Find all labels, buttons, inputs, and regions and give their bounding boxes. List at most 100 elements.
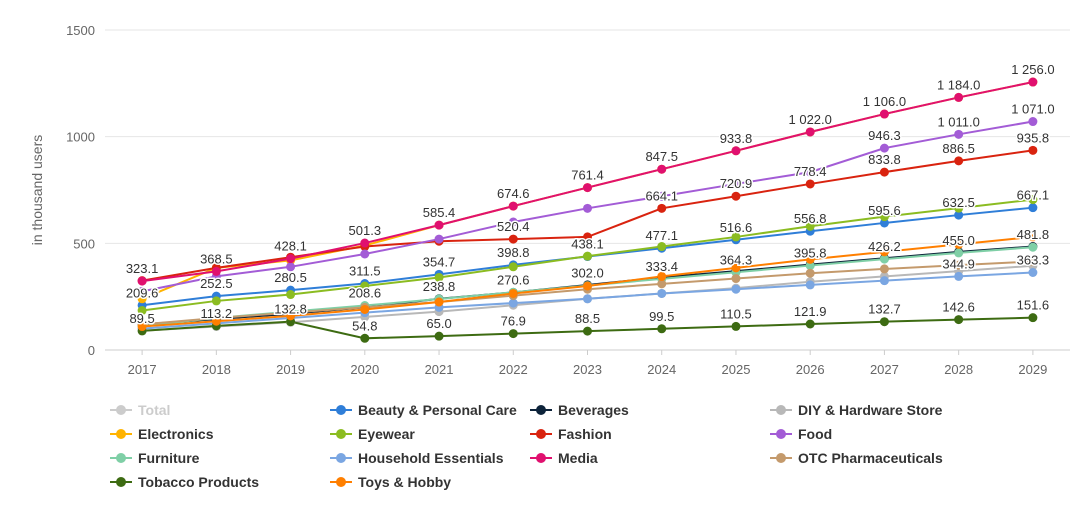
data-point-media[interactable] [657,164,667,174]
legend-item-diy-hardware-store[interactable]: DIY & Hardware Store [770,399,942,421]
legend-item-beauty-personal-care[interactable]: Beauty & Personal Care [330,399,517,421]
data-point-otc-pharmaceuticals[interactable] [954,260,964,270]
data-point-beauty-personal-care[interactable] [1028,203,1038,213]
data-point-household-essentials[interactable] [583,294,592,304]
data-point-eyewear[interactable] [137,306,147,316]
data-point-toys-hobby[interactable] [583,281,592,291]
legend-item-otc-pharmaceuticals[interactable]: OTC Pharmaceuticals [770,447,943,469]
legend-item-household-essentials[interactable]: Household Essentials [330,447,503,469]
data-point-media[interactable] [954,92,964,102]
data-point-media[interactable] [137,276,147,286]
data-point-toys-hobby[interactable] [657,271,667,281]
data-point-tobacco-products[interactable] [954,315,964,325]
data-point-media[interactable] [211,266,221,276]
data-point-fashion[interactable] [508,234,518,244]
data-point-household-essentials[interactable] [954,271,964,281]
data-point-tobacco-products[interactable] [1028,313,1038,323]
data-point-eyewear[interactable] [360,281,370,291]
data-point-furniture[interactable] [1028,242,1038,252]
data-point-fashion[interactable] [879,167,889,177]
data-point-tobacco-products[interactable] [805,319,815,329]
data-point-toys-hobby[interactable] [508,288,518,298]
data-point-toys-hobby[interactable] [360,304,370,314]
data-point-tobacco-products[interactable] [731,321,741,331]
data-point-fashion[interactable] [954,156,964,166]
data-point-media[interactable] [805,127,815,137]
data-point-otc-pharmaceuticals[interactable] [879,264,889,274]
data-point-toys-hobby[interactable] [211,316,221,326]
data-point-media[interactable] [508,201,518,211]
data-point-beauty-personal-care[interactable] [879,218,889,228]
data-point-household-essentials[interactable] [508,298,518,308]
data-point-media[interactable] [879,109,889,119]
data-point-fashion[interactable] [583,232,592,242]
data-point-tobacco-products[interactable] [508,329,518,339]
data-point-fashion[interactable] [1028,145,1038,155]
data-point-otc-pharmaceuticals[interactable] [1028,256,1038,266]
legend-item-total[interactable]: Total [110,399,170,421]
legend-item-furniture[interactable]: Furniture [110,447,199,469]
data-point-tobacco-products[interactable] [360,333,370,343]
data-point-fashion[interactable] [731,191,741,201]
data-point-eyewear[interactable] [286,290,296,300]
data-point-tobacco-products[interactable] [879,317,889,327]
data-point-beauty-personal-care[interactable] [954,210,964,220]
data-point-media[interactable] [286,254,296,264]
data-point-eyewear[interactable] [508,262,518,272]
data-point-food[interactable] [583,203,592,213]
data-point-household-essentials[interactable] [879,276,889,286]
data-point-tobacco-products[interactable] [583,326,592,336]
data-point-furniture[interactable] [954,248,964,258]
legend-item-beverages[interactable]: Beverages [530,399,629,421]
data-point-toys-hobby[interactable] [286,311,296,321]
data-point-media[interactable] [731,146,741,156]
legend-item-tobacco-products[interactable]: Tobacco Products [110,471,259,493]
data-point-toys-hobby[interactable] [137,322,147,332]
data-point-furniture[interactable] [879,254,889,264]
data-point-tobacco-products[interactable] [434,331,444,341]
legend-item-media[interactable]: Media [530,447,598,469]
data-point-food[interactable] [137,286,147,296]
data-point-furniture[interactable] [805,261,815,271]
data-point-toys-hobby[interactable] [954,239,964,249]
data-point-otc-pharmaceuticals[interactable] [657,279,667,289]
data-point-household-essentials[interactable] [731,284,741,294]
data-point-food[interactable] [657,191,667,201]
legend-item-eyewear[interactable]: Eyewear [330,423,415,445]
data-point-otc-pharmaceuticals[interactable] [805,268,815,278]
data-point-media[interactable] [360,238,370,248]
data-point-toys-hobby[interactable] [731,263,741,273]
legend-item-food[interactable]: Food [770,423,832,445]
data-point-fashion[interactable] [657,203,667,213]
data-point-eyewear[interactable] [1028,195,1038,205]
data-point-food[interactable] [805,167,815,177]
data-point-food[interactable] [508,217,518,227]
data-point-media[interactable] [583,183,592,193]
data-point-media[interactable] [1028,77,1038,87]
data-point-eyewear[interactable] [211,296,221,306]
data-point-food[interactable] [879,143,889,153]
data-point-toys-hobby[interactable] [879,247,889,257]
data-point-household-essentials[interactable] [805,280,815,290]
legend-item-electronics[interactable]: Electronics [110,423,213,445]
data-point-eyewear[interactable] [434,272,444,282]
data-point-household-essentials[interactable] [1028,267,1038,277]
data-point-toys-hobby[interactable] [434,297,444,307]
data-point-media[interactable] [434,220,444,230]
data-point-toys-hobby[interactable] [805,254,815,264]
data-point-eyewear[interactable] [805,221,815,231]
data-point-household-essentials[interactable] [657,288,667,298]
data-point-tobacco-products[interactable] [657,324,667,334]
data-point-eyewear[interactable] [731,232,741,242]
data-point-eyewear[interactable] [583,251,592,261]
data-point-eyewear[interactable] [879,212,889,222]
data-point-food[interactable] [434,234,444,244]
legend-item-toys-hobby[interactable]: Toys & Hobby [330,471,451,493]
data-point-electronics[interactable] [137,294,147,304]
data-point-food[interactable] [286,262,296,272]
data-point-eyewear[interactable] [954,203,964,213]
data-point-fashion[interactable] [805,179,815,189]
data-point-otc-pharmaceuticals[interactable] [731,274,741,284]
data-point-food[interactable] [731,179,741,189]
legend-item-fashion[interactable]: Fashion [530,423,612,445]
